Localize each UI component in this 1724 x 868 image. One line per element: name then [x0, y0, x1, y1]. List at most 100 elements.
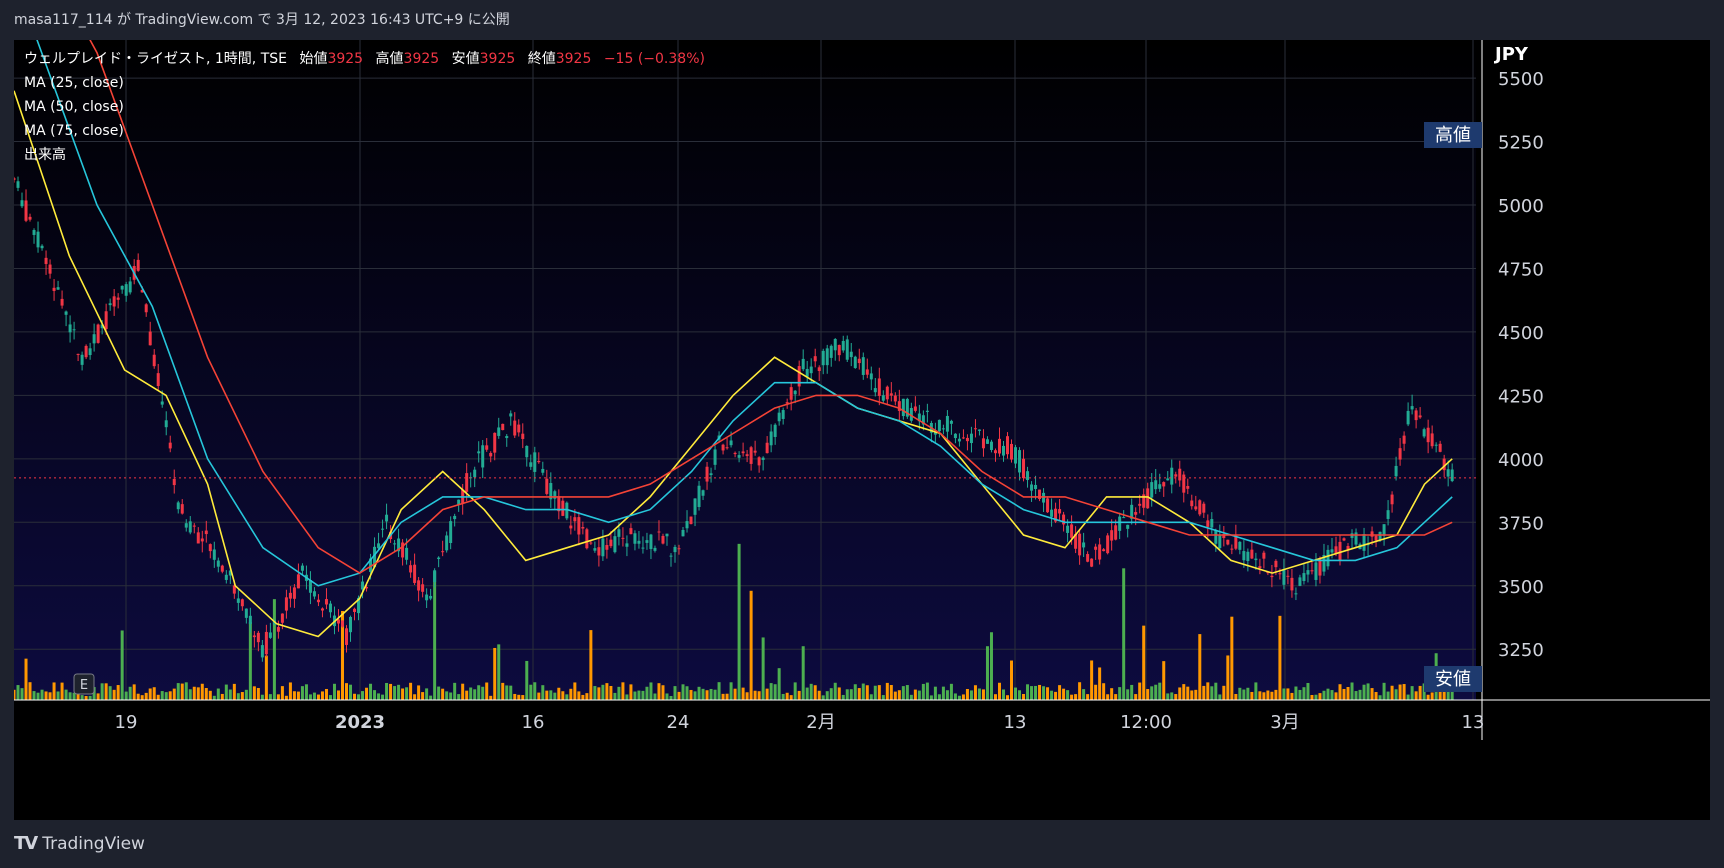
volume-bar: [1306, 682, 1310, 700]
volume-bar: [901, 686, 905, 700]
candle-body: [677, 548, 681, 550]
ma25-legend[interactable]: MA (25, close): [24, 75, 124, 91]
candle-body: [96, 324, 100, 343]
volume-bar: [701, 688, 705, 700]
volume-bar: [1278, 615, 1282, 700]
candle-body: [377, 543, 381, 549]
volume-bar: [64, 689, 68, 700]
volume-bar: [773, 684, 777, 700]
candle-body: [805, 368, 809, 377]
candle-body: [1090, 558, 1094, 567]
volume-legend[interactable]: 出来高: [24, 147, 66, 163]
volume-bar: [268, 694, 272, 700]
candle-body: [509, 413, 513, 417]
ma75-legend[interactable]: MA (75, close): [24, 123, 124, 139]
symbol-label[interactable]: ウェルプレイド・ライゼスト, 1時間, TSE: [24, 51, 287, 67]
brand-label: TradingView: [42, 833, 145, 854]
earnings-marker-icon[interactable]: E: [73, 673, 95, 695]
candle-body: [136, 259, 140, 271]
candle-body: [228, 570, 232, 576]
volume-bar: [176, 683, 180, 700]
volume-bar: [1386, 691, 1390, 700]
candle-body: [681, 530, 685, 537]
volume-bar: [1370, 688, 1374, 700]
chart-frame[interactable]: 3250 3500 3750 4000 4250 4500 4750 5000 5250 5500…: [12, 0, 1710, 820]
volume-bar: [1262, 692, 1266, 700]
candle-body: [1042, 492, 1046, 503]
volume-bar: [1178, 687, 1182, 700]
candle-body: [833, 339, 837, 351]
volume-bar: [769, 683, 773, 700]
candle-body: [809, 366, 813, 374]
candle-body: [1334, 546, 1338, 554]
candle-body: [533, 452, 537, 472]
volume-bar: [1258, 691, 1262, 700]
volume-bar: [729, 682, 733, 700]
volume-bar: [1094, 684, 1098, 700]
candle-body: [120, 285, 124, 290]
volume-bar: [973, 685, 977, 700]
volume-bar: [1078, 682, 1082, 700]
volume-bar: [88, 695, 92, 700]
y-tick-label: 4750: [1498, 259, 1544, 280]
volume-bar: [461, 683, 465, 700]
volume-bar: [216, 688, 220, 700]
volume-bar: [60, 682, 64, 700]
candle-body: [1322, 554, 1326, 572]
volume-bar: [677, 691, 681, 700]
volume-bar: [641, 690, 645, 700]
candle-body: [1026, 471, 1030, 481]
candle-body: [365, 587, 369, 589]
ma50-legend[interactable]: MA (50, close): [24, 99, 124, 115]
candle-body: [969, 433, 973, 444]
volume-bar: [1186, 686, 1190, 700]
volume-bar: [541, 685, 545, 700]
volume-bar: [785, 692, 789, 700]
volume-bar: [160, 691, 164, 700]
volume-bar: [1226, 655, 1230, 700]
ma-line: [21, 0, 1453, 587]
volume-bar: [405, 687, 409, 700]
candle-body: [797, 366, 801, 387]
high-label: 高値: [375, 51, 404, 67]
volume-bar: [493, 647, 497, 700]
candle-body: [1258, 566, 1262, 569]
candle-body: [949, 420, 953, 424]
candle-body: [1290, 577, 1294, 591]
volume-bar: [1030, 686, 1034, 700]
volume-bar: [208, 690, 212, 700]
volume-bar: [1098, 667, 1102, 700]
y-tick-label: 4000: [1498, 450, 1544, 471]
price-chart[interactable]: 3250 3500 3750 4000 4250 4500 4750 5000 5250 5500…: [12, 0, 1710, 820]
candle-body: [252, 635, 256, 638]
volume-bar: [1122, 568, 1126, 700]
volume-bar: [797, 690, 801, 700]
candle-body: [345, 628, 349, 645]
volume-bar: [825, 691, 829, 700]
candle-body: [541, 468, 545, 473]
candle-body: [473, 469, 477, 478]
candle-body: [1001, 445, 1005, 456]
candle-body: [52, 287, 56, 291]
volume-bar: [1114, 694, 1118, 700]
candle-body: [829, 345, 833, 358]
volume-bar: [1162, 661, 1166, 700]
candle-body: [1218, 535, 1222, 549]
candle-body: [721, 444, 725, 451]
candle-body: [993, 450, 997, 454]
volume-bar: [817, 690, 821, 700]
volume-bar: [1174, 694, 1178, 700]
candle-body: [1262, 552, 1266, 559]
candle-body: [1422, 429, 1426, 437]
candle-body: [224, 574, 228, 580]
volume-bar: [312, 692, 316, 700]
candle-body: [76, 353, 80, 355]
volume-bar: [244, 689, 248, 700]
candle-body: [957, 438, 961, 442]
volume-bar: [373, 690, 377, 700]
volume-bar: [929, 695, 933, 700]
candle-body: [1366, 544, 1370, 546]
candle-body: [817, 367, 821, 371]
footer-brand[interactable]: TV TradingView: [14, 833, 145, 854]
volume-bar: [733, 688, 737, 700]
